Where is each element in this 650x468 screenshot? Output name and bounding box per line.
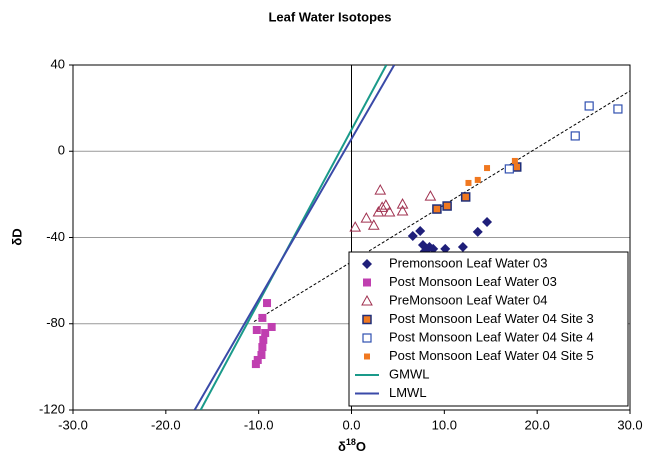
x-tick-label: 0.0 — [342, 417, 360, 432]
triangle-marker — [367, 219, 380, 230]
open-square-marker — [362, 333, 372, 343]
square-marker — [258, 313, 267, 322]
legend-label: Post Monsoon Leaf Water 04 Site 5 — [389, 348, 594, 363]
x-label-part: O — [356, 439, 366, 454]
legend-label: Post Monsoon Leaf Water 04 Site 3 — [389, 311, 594, 326]
square-marker — [460, 192, 471, 202]
triangle-marker — [349, 221, 362, 232]
small-square-marker — [484, 165, 491, 172]
square-marker — [267, 322, 276, 331]
triangle-marker — [396, 198, 409, 209]
open-square-marker — [504, 164, 514, 174]
x-axis-label: δ18O — [338, 437, 366, 454]
small-square-marker — [511, 157, 518, 164]
reference-line — [193, 65, 396, 410]
square-marker — [363, 278, 371, 287]
x-tick-label: -30.0 — [58, 417, 88, 432]
square-marker — [511, 162, 522, 172]
x-label-part: δ — [338, 439, 346, 454]
plot-frame — [72, 64, 631, 411]
y-tick-label: 40 — [51, 56, 65, 71]
square-marker — [261, 329, 270, 338]
legend-label: PreMonsoon Leaf Water 04 — [389, 292, 548, 307]
diamond-marker — [440, 243, 451, 254]
legend-label: LMWL — [389, 385, 427, 400]
square-marker — [432, 204, 442, 214]
square-marker — [253, 355, 262, 364]
small-square-marker — [474, 176, 481, 183]
square-marker — [263, 299, 272, 308]
legend-box — [348, 251, 629, 407]
x-tick-label: 10.0 — [432, 417, 457, 432]
diamond-marker — [428, 243, 439, 254]
y-axis-label: δD — [9, 228, 24, 245]
square-marker — [442, 201, 452, 211]
x-label-part: 18 — [346, 437, 356, 447]
x-tick-label: -20.0 — [151, 417, 181, 432]
y-tick-label: 0 — [58, 143, 65, 158]
triangle-marker — [383, 206, 396, 217]
trend-line — [253, 90, 630, 323]
square-marker — [259, 335, 268, 344]
triangle-marker — [361, 294, 373, 306]
chart-title: Leaf Water Isotopes — [268, 9, 391, 24]
triangle-marker — [360, 212, 373, 223]
legend-label: Post Monsoon Leaf Water 03 — [389, 274, 557, 289]
diamond-marker — [362, 259, 372, 269]
triangle-marker — [374, 184, 387, 195]
square-marker — [257, 351, 266, 360]
legend-label: GMWL — [389, 366, 429, 381]
x-tick-label: -10.0 — [244, 417, 274, 432]
diamond-marker — [457, 241, 468, 252]
triangle-marker — [376, 201, 388, 212]
triangle-marker — [396, 204, 409, 216]
diamond-marker — [482, 216, 493, 227]
square-marker — [251, 360, 260, 369]
small-square-marker — [465, 179, 472, 186]
y-tick-label: -40 — [46, 229, 65, 244]
square-marker — [362, 314, 372, 325]
diamond-marker — [407, 230, 418, 241]
x-tick-label: 30.0 — [617, 417, 642, 432]
x-tick-label: 20.0 — [525, 417, 550, 432]
open-square-marker — [613, 104, 623, 114]
legend-label: Premonsoon Leaf Water 03 — [389, 255, 548, 270]
square-marker — [258, 343, 267, 352]
diamond-marker — [415, 226, 426, 237]
open-square-marker — [570, 131, 580, 141]
diamond-marker — [472, 226, 483, 237]
open-square-marker — [584, 101, 594, 111]
triangle-marker — [424, 190, 437, 201]
triangle-marker — [379, 199, 392, 210]
y-tick-label: -120 — [39, 401, 65, 416]
small-square-marker — [364, 353, 370, 360]
y-tick-label: -80 — [46, 315, 65, 330]
square-marker — [252, 326, 261, 335]
legend-label: Post Monsoon Leaf Water 04 Site 4 — [389, 329, 594, 344]
